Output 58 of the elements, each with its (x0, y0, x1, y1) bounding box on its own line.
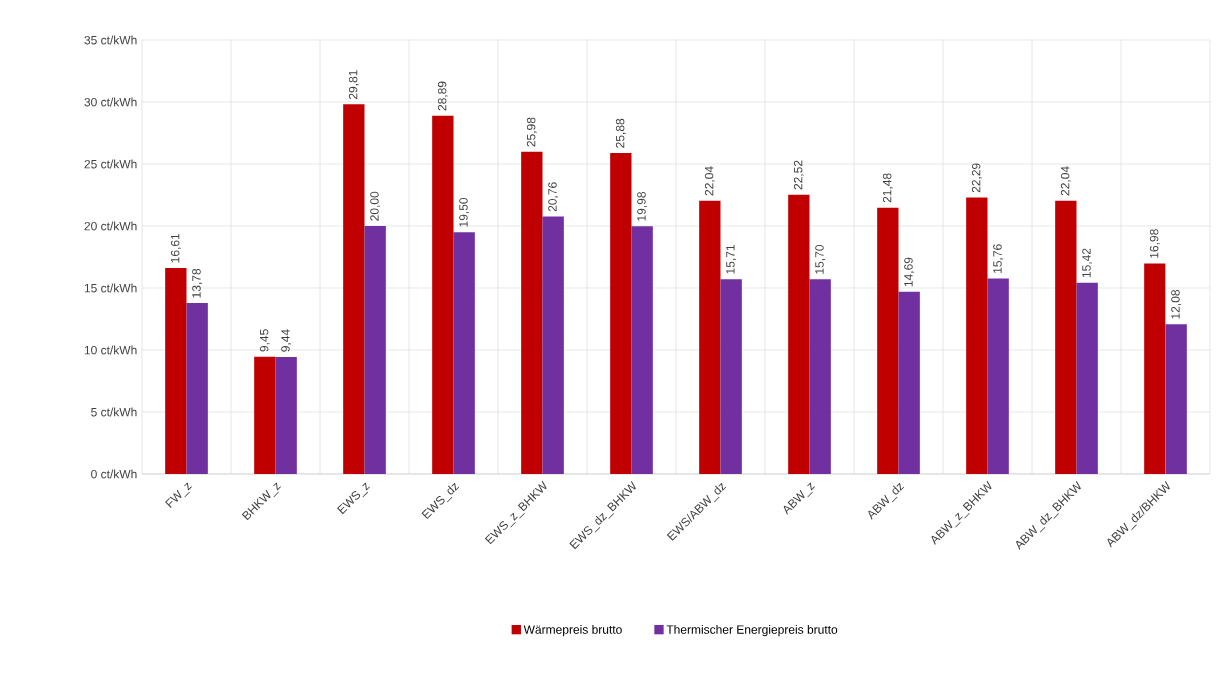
bar (275, 356, 297, 474)
y-tick-label: 15 ct/kWh (84, 283, 137, 293)
y-tick-label: 5 ct/kWh (91, 407, 137, 417)
data-label: 19,50 (459, 197, 470, 227)
bar (610, 153, 632, 474)
bar (254, 356, 276, 474)
bar (1144, 263, 1166, 474)
data-label: 15,71 (726, 245, 737, 274)
data-label: 28,89 (437, 81, 448, 111)
data-label: 22,29 (971, 163, 982, 193)
legend-label: Thermischer Energiepreis brutto (666, 624, 838, 637)
data-label: 13,78 (192, 268, 203, 298)
y-tick-label: 35 ct/kWh (84, 35, 137, 45)
bar (809, 279, 831, 474)
bar (186, 303, 208, 474)
bar (966, 197, 988, 474)
data-label: 15,76 (993, 244, 1004, 273)
data-label: 20,00 (370, 191, 381, 221)
bar (788, 194, 810, 474)
data-label: 14,69 (904, 257, 915, 287)
bar (343, 104, 365, 474)
data-label: 15,42 (1082, 248, 1093, 278)
bar (699, 200, 721, 474)
y-tick-label: 30 ct/kWh (84, 97, 137, 107)
y-tick-label: 25 ct/kWh (84, 159, 137, 169)
data-label: 9,44 (281, 329, 292, 352)
bar (542, 216, 564, 474)
data-label: 16,61 (170, 233, 181, 263)
data-label: 29,81 (348, 70, 359, 100)
bar (898, 291, 920, 474)
data-label: 25,88 (615, 118, 626, 148)
data-label: 22,04 (704, 166, 715, 196)
legend-label: Wärmepreis brutto (523, 624, 622, 637)
y-tick-label: 10 ct/kWh (84, 345, 137, 355)
data-label: 16,98 (1149, 229, 1160, 258)
bar (1055, 200, 1077, 474)
data-label: 22,04 (1060, 166, 1071, 196)
data-label: 21,48 (882, 173, 893, 203)
y-tick-label: 0 ct/kWh (91, 469, 137, 479)
data-label: 9,45 (259, 329, 270, 352)
data-label: 25,98 (526, 117, 537, 147)
data-label: 22,52 (793, 160, 804, 190)
data-label: 12,08 (1171, 289, 1182, 319)
bar (432, 115, 454, 474)
bar (521, 151, 543, 474)
bar (987, 278, 1009, 474)
data-label: 19,98 (637, 192, 648, 221)
bar (364, 225, 386, 474)
data-label: 15,70 (815, 245, 826, 274)
bar (877, 207, 899, 474)
bar (453, 232, 475, 474)
bar (631, 226, 653, 474)
bar (720, 279, 742, 474)
bar (1165, 324, 1187, 474)
bar (1076, 282, 1098, 474)
y-tick-label: 20 ct/kWh (84, 221, 137, 231)
data-label: 20,76 (548, 182, 559, 212)
bar (165, 268, 187, 474)
